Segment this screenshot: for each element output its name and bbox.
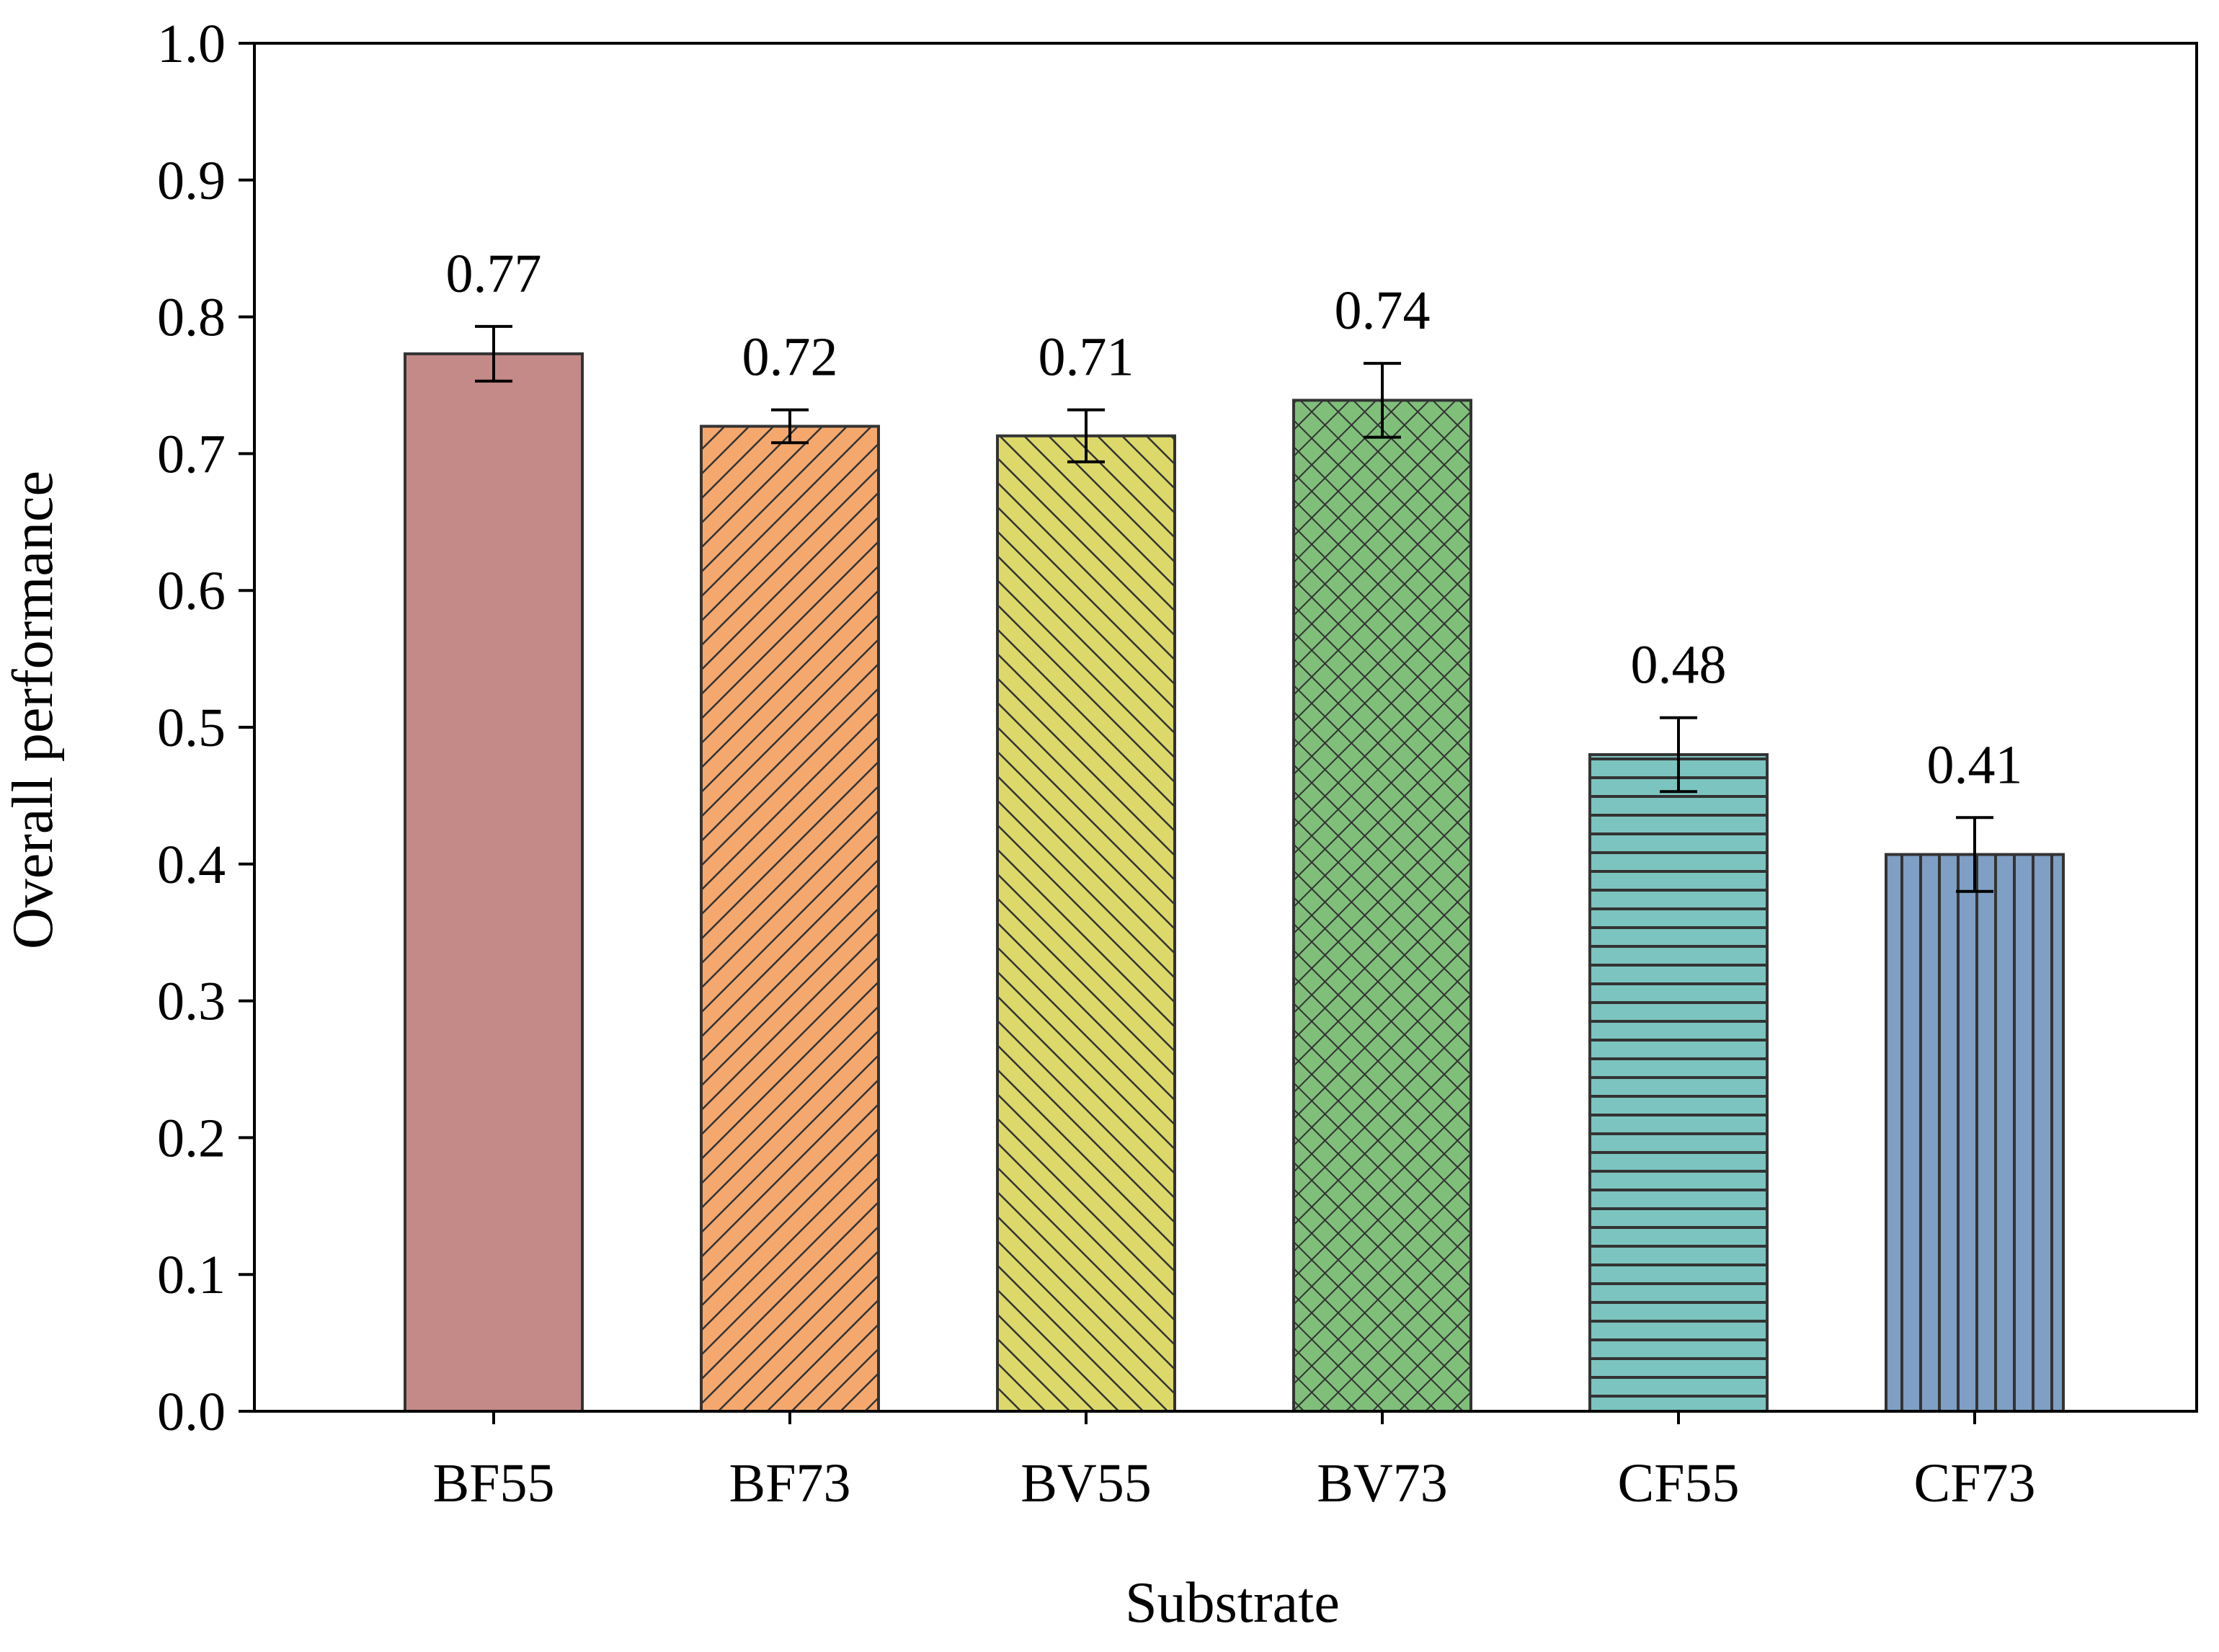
x-tick-label-bv55: BV55 (1020, 1453, 1152, 1514)
x-tick-label-bf55: BF55 (433, 1453, 555, 1514)
value-label-bv55: 0.71 (1039, 327, 1134, 388)
y-tick-label: 0.0 (157, 1382, 226, 1442)
error-bars-layer (475, 324, 1993, 893)
value-label-bf73: 0.72 (742, 327, 838, 388)
x-tick-label-cf73: CF73 (1914, 1453, 2036, 1514)
error-bar-bv55 (1067, 408, 1105, 463)
error-bar-cf55 (1660, 716, 1697, 794)
y-tick-label: 0.9 (157, 151, 226, 211)
y-axis-title: Overall performance (1, 471, 65, 949)
error-bar-bv73 (1364, 362, 1401, 439)
x-axis-title: Substrate (1125, 1571, 1340, 1635)
y-tick-label: 0.6 (157, 561, 226, 621)
y-tick-label: 0.2 (157, 1108, 226, 1168)
error-bar-bf73 (771, 408, 809, 445)
value-label-cf73: 0.41 (1927, 734, 2023, 795)
x-tick-label-bf73: BF73 (729, 1453, 851, 1514)
bar-pattern-bf73 (701, 426, 879, 1412)
value-labels-layer: 0.77 0.72 0.71 0.74 0.48 0.41 (446, 244, 2023, 795)
y-tick-label: 0.1 (157, 1245, 226, 1305)
error-bar-cf73 (1956, 816, 1993, 893)
y-tick-label: 0.8 (157, 288, 226, 348)
y-tick-label: 0.3 (157, 972, 226, 1032)
bar-pattern-bv73 (1294, 400, 1471, 1412)
value-label-bv73: 0.74 (1335, 280, 1431, 341)
y-tick-label: 1.0 (157, 14, 226, 74)
bars-layer (404, 352, 2065, 1413)
bar-pattern-cf55 (1590, 754, 1767, 1411)
bar-pattern-cf73 (1886, 854, 2063, 1411)
y-tick-label: 0.4 (157, 835, 226, 895)
x-tick-label-cf55: CF55 (1618, 1453, 1740, 1514)
plot-frame (253, 42, 2198, 1413)
value-label-cf55: 0.48 (1631, 635, 1727, 696)
bar-pattern-bv55 (997, 435, 1175, 1411)
axes-layer: BF55 BF73 BV55 BV73 CF55 CF73 0.0 0.1 0.2 0.3 0.4 0… (157, 14, 2198, 1514)
y-tick-label: 0.5 (157, 698, 226, 758)
y-tick-label: 0.7 (157, 424, 226, 484)
error-bar-bf55 (475, 324, 512, 383)
bar-bf55 (405, 353, 582, 1412)
x-tick-label-bv73: BV73 (1317, 1453, 1448, 1514)
value-label-bf55: 0.77 (446, 244, 542, 304)
